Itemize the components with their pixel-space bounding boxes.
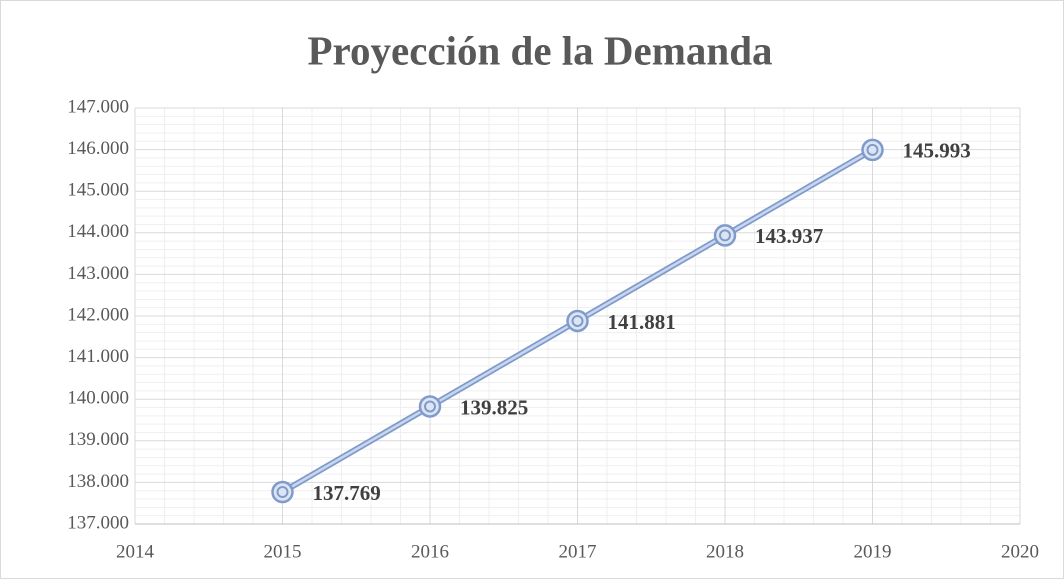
y-tick-label: 144.000 <box>67 221 129 242</box>
data-label: 143.937 <box>755 224 823 248</box>
y-tick-label: 137.000 <box>67 512 129 533</box>
data-label: 145.993 <box>903 139 971 163</box>
point <box>861 138 884 162</box>
point-inner <box>571 314 584 327</box>
y-tick-label: 141.000 <box>67 346 129 367</box>
y-tick-label: 146.000 <box>67 138 129 159</box>
x-tick-label: 2020 <box>1001 541 1039 562</box>
x-tick-label: 2019 <box>854 541 892 562</box>
y-tick-label: 145.000 <box>67 180 129 201</box>
x-tick-label: 2016 <box>411 541 449 562</box>
y-tick-label: 147.000 <box>67 96 129 117</box>
point-inner <box>719 229 731 242</box>
chart-title: Proyección de la Demanda <box>308 27 773 73</box>
data-label: 137.769 <box>313 481 381 505</box>
point <box>418 395 442 418</box>
x-tick-label: 2014 <box>116 541 155 562</box>
y-tick-label: 143.000 <box>67 263 129 284</box>
point-inner <box>866 143 879 156</box>
y-tick-label: 140.000 <box>67 388 129 409</box>
y-tick-label: 138.000 <box>67 471 129 492</box>
point <box>271 480 294 504</box>
point-inner <box>276 486 289 499</box>
x-tick-label: 2018 <box>706 541 744 562</box>
point <box>566 309 589 333</box>
y-tick-label: 142.000 <box>67 304 129 325</box>
y-tick-label: 139.000 <box>67 429 129 450</box>
x-tick-label: 2015 <box>264 541 302 562</box>
x-tick-label: 2017 <box>559 541 597 562</box>
point <box>713 224 737 247</box>
data-label: 141.881 <box>608 310 676 334</box>
data-label: 139.825 <box>460 395 528 419</box>
point-inner <box>424 400 436 413</box>
